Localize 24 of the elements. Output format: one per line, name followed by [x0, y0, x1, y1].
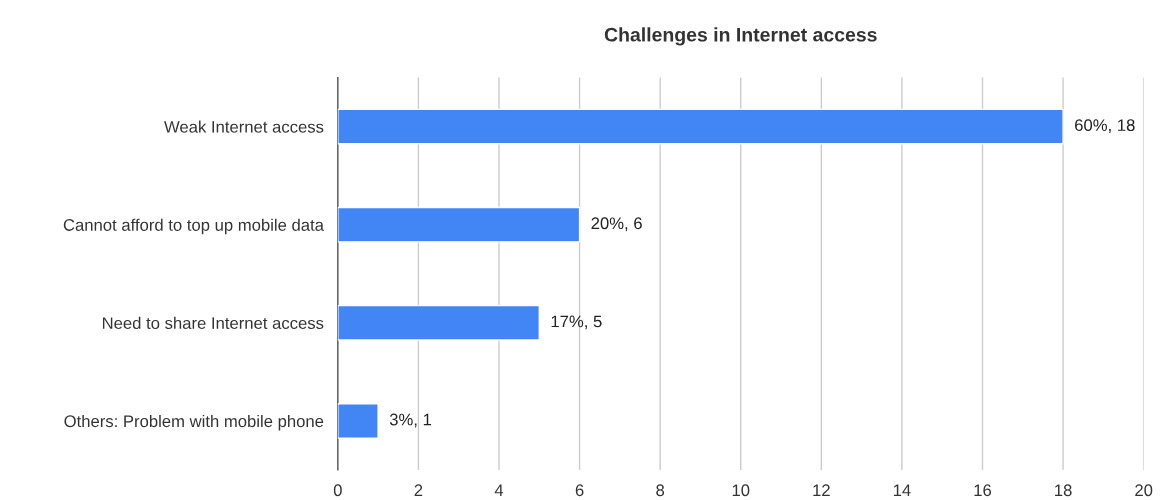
bar: [337, 304, 540, 341]
bar: [337, 403, 379, 439]
x-tick-label: 12: [813, 484, 830, 496]
x-tick-label: 2: [414, 484, 423, 496]
data-label: 20%, 6: [591, 217, 642, 232]
x-tick-label: 10: [732, 484, 750, 497]
bar: [337, 206, 581, 243]
chart-title: Challenges in Internet access: [604, 27, 877, 46]
bar: [337, 108, 1064, 145]
x-tick-label: 18: [1055, 484, 1072, 497]
x-tick-label: 4: [494, 484, 504, 496]
y-tick-label: Cannot afford to top up mobile data: [63, 218, 324, 235]
data-label: 3%, 1: [389, 413, 432, 428]
data-label: 17%, 5: [551, 315, 602, 330]
x-tick-label: 8: [656, 484, 665, 497]
y-tick-label: Others: Problem with mobile phone: [64, 414, 324, 431]
y-tick-label: Weak Internet access: [164, 120, 324, 133]
x-tick-label: 0: [333, 484, 342, 497]
x-tick-label: 16: [974, 484, 992, 497]
x-tick-label: 20: [1135, 484, 1153, 497]
x-tick-label: 14: [893, 484, 911, 496]
y-tick-label: Need to share Internet access: [102, 316, 324, 330]
data-label: 60%, 18: [1075, 119, 1135, 134]
x-tick-label: 6: [575, 484, 584, 497]
